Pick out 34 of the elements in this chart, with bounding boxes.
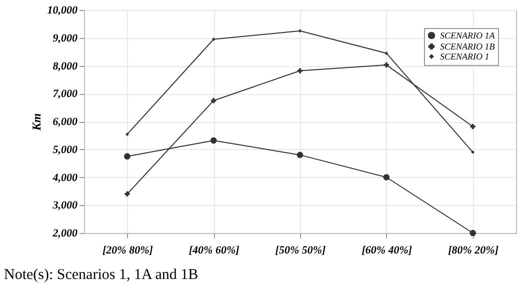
point	[124, 153, 130, 160]
x-tick-label: [20% 80%]	[102, 244, 154, 256]
point	[384, 62, 389, 68]
point	[470, 230, 476, 236]
point	[470, 124, 476, 130]
point	[125, 132, 129, 136]
y-tick-label: 6,000	[52, 116, 78, 128]
legend-label: SCENARIO 1	[440, 52, 490, 62]
y-tick-label: 3,000	[52, 200, 78, 212]
text: Note(s): Scenarios 1, 1A and 1B	[4, 267, 198, 283]
y-tick-label: 9,000	[52, 32, 78, 44]
y-tick-label: 4,000	[52, 172, 78, 184]
point	[124, 191, 130, 197]
y-tick-label: 2,000	[52, 228, 78, 240]
legend-label: SCENARIO 1A	[440, 30, 496, 40]
x-tick-label: [80% 20%]	[448, 244, 499, 256]
x-tick-label: [60% 40%]	[362, 244, 412, 256]
legend-label: SCENARIO 1B	[440, 42, 496, 52]
y-tick-label: 5,000	[52, 144, 78, 156]
y-tick-label: 10,000	[47, 4, 78, 16]
point	[384, 51, 388, 55]
x-tick-label: [50% 50%]	[275, 244, 326, 256]
point	[297, 68, 303, 74]
point	[296, 152, 304, 158]
point	[471, 150, 475, 154]
y-axis-title: Km	[29, 113, 44, 132]
point	[298, 29, 302, 33]
point	[383, 174, 390, 180]
y-tick-label: 7,000	[52, 88, 78, 100]
x-tick-label: [40% 60%]	[188, 244, 240, 256]
point	[211, 98, 216, 104]
point	[212, 38, 216, 41]
y-tick-label: 8,000	[52, 60, 78, 72]
point	[210, 137, 217, 144]
